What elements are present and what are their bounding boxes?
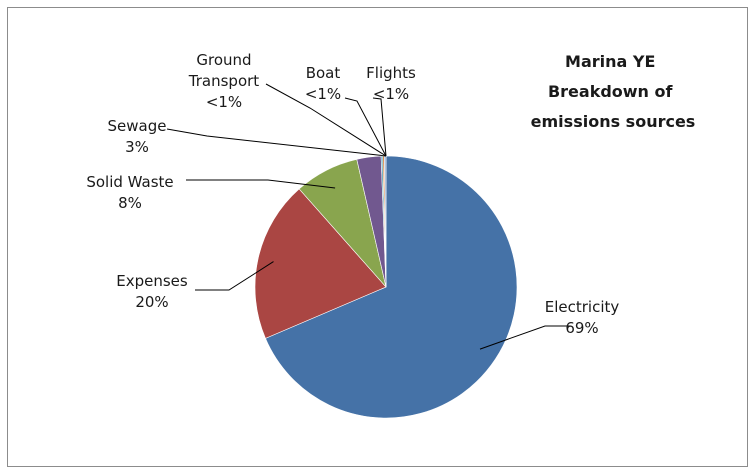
slice-name: Transport (188, 72, 260, 90)
slice-label-electricity: Electricity 69% (545, 298, 620, 337)
leader-line-electricity (479, 325, 571, 350)
leader-line-solid-waste (186, 179, 336, 189)
leader-line-ground-transport (265, 83, 387, 157)
pie-slices (254, 155, 518, 419)
slice-label-expenses: Expenses 20% (116, 272, 188, 311)
slice-value: 3% (125, 138, 149, 156)
slice-label-sewage: Sewage 3% (108, 117, 167, 156)
slice-labels: Electricity 69% Expenses 20% Solid Waste 8% Se… (86, 51, 619, 337)
slice-value: <1% (206, 93, 242, 111)
slice-name: Electricity (545, 298, 620, 316)
slice-value: 20% (135, 293, 168, 311)
slice-name: Solid Waste (86, 173, 173, 191)
slice-name: Boat (306, 64, 341, 82)
slice-name: Sewage (108, 117, 167, 135)
slice-value: 8% (118, 194, 142, 212)
slice-name: Flights (366, 64, 416, 82)
slice-name: Expenses (116, 272, 188, 290)
chart-title-line: Breakdown of (548, 82, 674, 101)
leader-line-sewage (166, 128, 387, 157)
pie-slice-electricity (265, 155, 518, 419)
slice-value: 69% (565, 319, 598, 337)
slice-label-flights: Flights <1% (366, 64, 416, 103)
slice-value: <1% (373, 85, 409, 103)
leader-line-boat (344, 97, 387, 157)
slice-label-ground-transport: Ground Transport <1% (188, 51, 260, 111)
slice-label-boat: Boat <1% (305, 64, 341, 103)
leader-lines (166, 83, 571, 350)
slice-label-solid-waste: Solid Waste 8% (86, 173, 173, 212)
slice-name: Ground (196, 51, 251, 69)
chart-title: Marina YE Breakdown of emissions sources (531, 52, 696, 131)
leader-line-flights (372, 97, 387, 157)
chart-title-line: Marina YE (565, 52, 655, 71)
chart-title-line: emissions sources (531, 112, 696, 131)
pie-slice-expenses (254, 188, 387, 339)
slice-value: <1% (305, 85, 341, 103)
leader-line-expenses (195, 261, 274, 291)
